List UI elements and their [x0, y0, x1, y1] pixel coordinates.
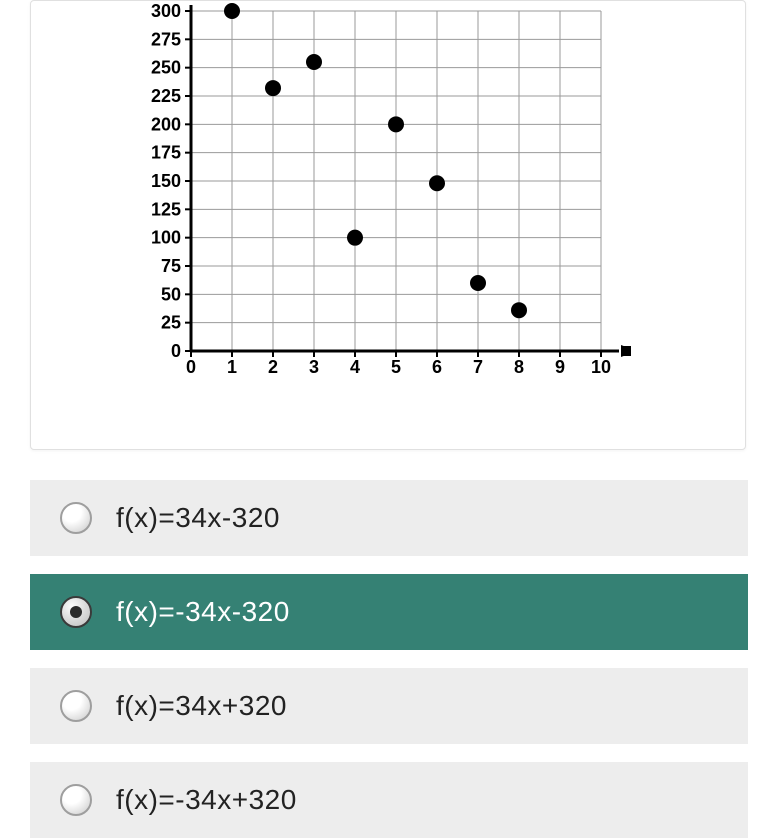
answer-option-label: f(x)=-34x+320 [116, 784, 297, 816]
answer-option-0[interactable]: f(x)=34x-320 [30, 480, 748, 556]
svg-text:3: 3 [309, 357, 319, 377]
scatter-chart: 0123456789100255075100125150175200225250… [131, 1, 631, 381]
svg-text:300: 300 [151, 1, 181, 21]
svg-text:100: 100 [151, 228, 181, 248]
svg-text:6: 6 [432, 357, 442, 377]
quiz-container: 0123456789100255075100125150175200225250… [0, 0, 772, 838]
svg-text:7: 7 [473, 357, 483, 377]
radio-icon [60, 784, 92, 816]
svg-text:10: 10 [591, 357, 611, 377]
svg-text:25: 25 [161, 313, 181, 333]
svg-text:9: 9 [555, 357, 565, 377]
radio-icon [60, 596, 92, 628]
answer-option-label: f(x)=-34x-320 [116, 596, 290, 628]
radio-icon [60, 690, 92, 722]
svg-text:2: 2 [268, 357, 278, 377]
answer-option-label: f(x)=34x-320 [116, 502, 280, 534]
svg-text:50: 50 [161, 284, 181, 304]
svg-text:4: 4 [350, 357, 360, 377]
answer-option-label: f(x)=34x+320 [116, 690, 287, 722]
answer-option-3[interactable]: f(x)=-34x+320 [30, 762, 748, 838]
svg-text:0: 0 [186, 357, 196, 377]
svg-text:150: 150 [151, 171, 181, 191]
svg-text:8: 8 [514, 357, 524, 377]
svg-text:1: 1 [227, 357, 237, 377]
svg-text:5: 5 [391, 357, 401, 377]
answer-option-2[interactable]: f(x)=34x+320 [30, 668, 748, 744]
svg-text:250: 250 [151, 58, 181, 78]
svg-text:200: 200 [151, 114, 181, 134]
svg-text:225: 225 [151, 86, 181, 106]
svg-text:125: 125 [151, 199, 181, 219]
answer-option-1[interactable]: f(x)=-34x-320 [30, 574, 748, 650]
svg-text:175: 175 [151, 143, 181, 163]
chart-card: 0123456789100255075100125150175200225250… [30, 0, 746, 450]
svg-text:275: 275 [151, 29, 181, 49]
options-list: f(x)=34x-320 f(x)=-34x-320 f(x)=34x+320 f(x… [0, 480, 772, 838]
radio-icon [60, 502, 92, 534]
svg-text:0: 0 [171, 341, 181, 361]
svg-text:75: 75 [161, 256, 181, 276]
